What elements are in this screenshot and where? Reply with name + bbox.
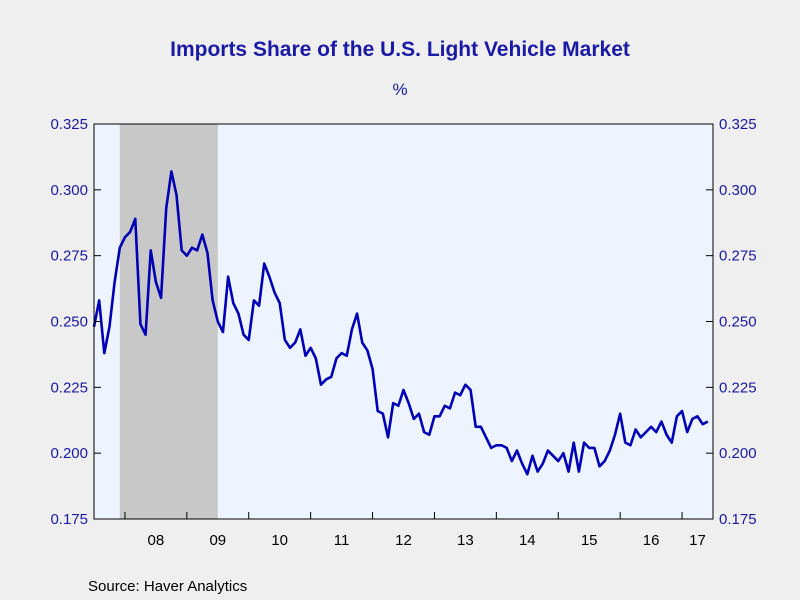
x-tick-label: 09 <box>209 532 226 549</box>
series-line <box>92 170 709 476</box>
y-tick-label-left: 0.225 <box>50 379 88 396</box>
x-tick-label: 13 <box>457 532 474 549</box>
y-tick-label-left: 0.175 <box>50 511 88 528</box>
x-tick-label: 11 <box>334 532 350 549</box>
x-tick-label: 15 <box>581 532 598 549</box>
y-tick-label-left: 0.300 <box>50 182 88 199</box>
y-tick-label-left: 0.275 <box>50 248 88 265</box>
source-note: Source: Haver Analytics <box>88 578 248 595</box>
y-tick-label-right: 0.300 <box>719 182 757 199</box>
y-tick-label-right: 0.200 <box>719 445 757 462</box>
chart-unit-label: % <box>392 80 408 99</box>
x-tick-label: 10 <box>271 532 288 549</box>
y-tick-label-left: 0.325 <box>50 116 88 133</box>
x-tick-label: 08 <box>148 532 165 549</box>
y-tick-label-right: 0.175 <box>719 511 757 528</box>
x-tick-label: 16 <box>643 532 660 549</box>
y-tick-label-left: 0.200 <box>50 445 88 462</box>
y-tick-label-right: 0.225 <box>719 379 757 396</box>
y-tick-label-right: 0.325 <box>719 116 757 133</box>
x-tick-label: 17 <box>689 532 706 549</box>
x-tick-label: 14 <box>519 532 536 549</box>
y-tick-label-right: 0.250 <box>719 314 757 331</box>
x-tick-label: 12 <box>395 532 412 549</box>
y-tick-label-left: 0.250 <box>50 314 88 331</box>
chart-title: Imports Share of the U.S. Light Vehicle … <box>170 38 630 61</box>
y-tick-label-right: 0.275 <box>719 248 757 265</box>
